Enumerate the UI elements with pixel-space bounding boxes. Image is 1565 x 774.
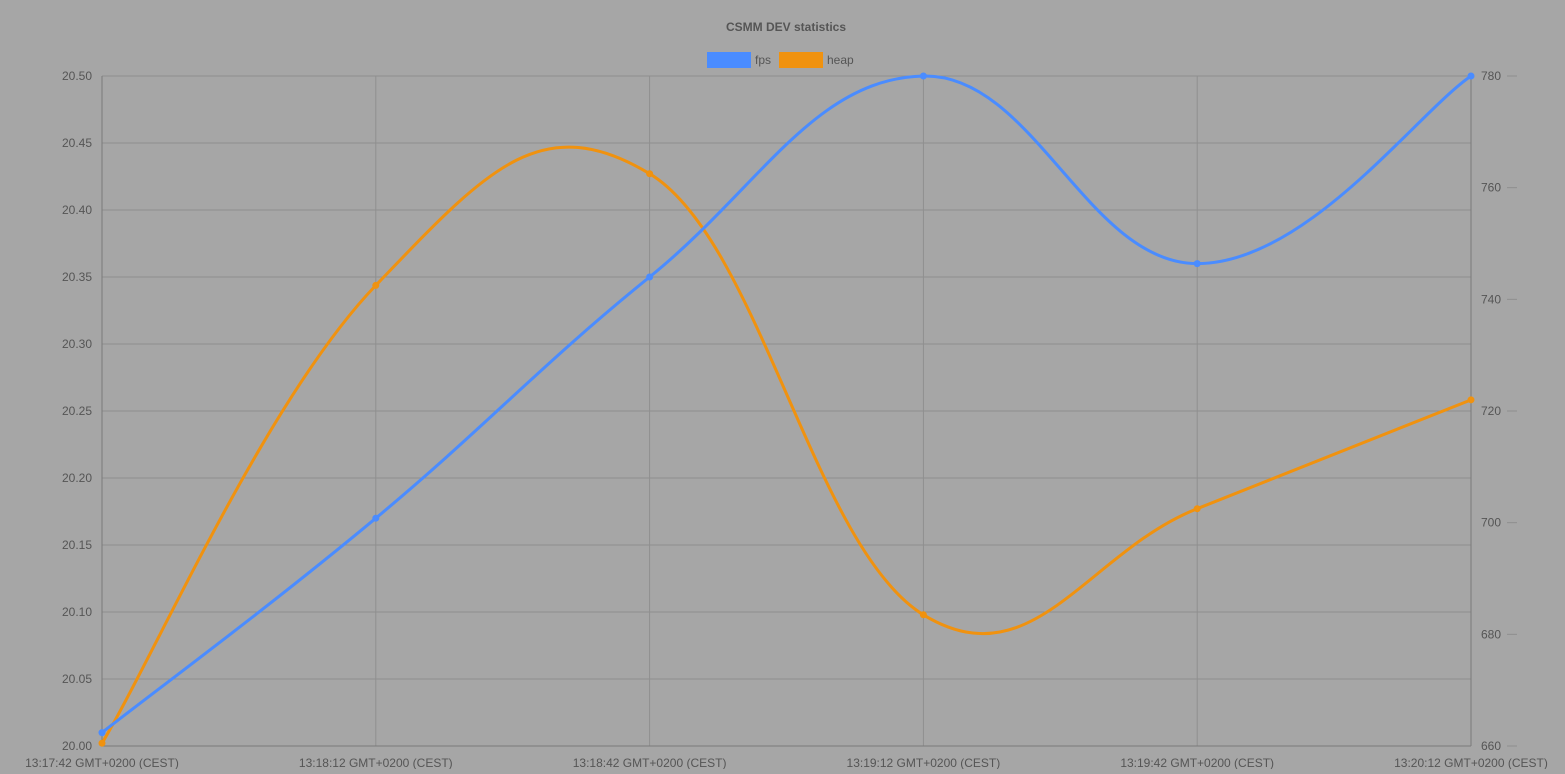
- x-tick-label: 13:17:42 GMT+0200 (CEST): [25, 756, 179, 769]
- legend-label-fps: fps: [755, 53, 771, 67]
- y-left-tick-label: 20.10: [62, 605, 92, 619]
- y-left-tick-label: 20.50: [62, 69, 92, 83]
- y-left-tick-label: 20.25: [62, 404, 92, 418]
- data-point-fps[interactable]: [1467, 72, 1475, 80]
- series-line-fps: [101, 74, 1472, 734]
- legend-item-heap[interactable]: heap: [779, 52, 854, 68]
- data-point-fps[interactable]: [919, 72, 927, 80]
- data-point-fps[interactable]: [646, 273, 654, 281]
- series-lines: [98, 72, 1475, 747]
- data-point-heap[interactable]: [372, 281, 380, 289]
- data-point-heap[interactable]: [646, 170, 654, 178]
- axes: 20.00 20.05 20.10 20.15 20.20 20.25 20.30 20.35…: [25, 69, 1548, 770]
- y-right-tick-label: 680: [1481, 627, 1501, 641]
- y-left-tick-label: 20.45: [62, 136, 92, 150]
- y-left-tick-label: 20.20: [62, 471, 92, 485]
- legend-label-heap: heap: [827, 53, 854, 67]
- x-tick-label: 13:19:12 GMT+0200 (CEST): [847, 756, 1001, 769]
- y-right-tick-label: 780: [1481, 69, 1501, 83]
- x-tick-label: 13:18:42 GMT+0200 (CEST): [573, 756, 727, 769]
- grid-lines: [101, 75, 1472, 747]
- x-tick-label: 13:18:12 GMT+0200 (CEST): [299, 756, 453, 769]
- series-line-heap: [100, 145, 1472, 744]
- y-right-tick-label: 700: [1481, 516, 1501, 530]
- legend[interactable]: fps heap: [707, 52, 854, 68]
- x-tick-label: 13:19:42 GMT+0200 (CEST): [1120, 756, 1274, 769]
- data-point-fps[interactable]: [1193, 260, 1201, 268]
- legend-item-fps[interactable]: fps: [707, 52, 771, 68]
- chart-title: CSMM DEV statistics: [726, 20, 846, 34]
- data-point-heap[interactable]: [1193, 505, 1201, 513]
- data-point-fps[interactable]: [372, 514, 380, 522]
- y-left-tick-label: 20.35: [62, 270, 92, 284]
- y-left-tick-label: 20.05: [62, 672, 92, 686]
- y-left-tick-label: 20.15: [62, 538, 92, 552]
- legend-swatch-heap: [779, 52, 823, 68]
- y-right-tick-label: 720: [1481, 404, 1501, 418]
- data-point-heap[interactable]: [98, 739, 106, 747]
- x-tick-label: 13:20:12 GMT+0200 (CEST): [1394, 756, 1548, 769]
- data-point-heap[interactable]: [1467, 396, 1475, 404]
- y-right-tick-label: 740: [1481, 292, 1501, 306]
- y-right-tick-label: 760: [1481, 181, 1501, 195]
- legend-swatch-fps: [707, 52, 751, 68]
- y-left-tick-label: 20.30: [62, 337, 92, 351]
- y-right-tick-label: 660: [1481, 739, 1501, 753]
- data-point-fps[interactable]: [98, 729, 106, 737]
- y-left-tick-label: 20.00: [62, 739, 92, 753]
- y-left-tick-label: 20.40: [62, 203, 92, 217]
- data-point-heap[interactable]: [919, 611, 927, 619]
